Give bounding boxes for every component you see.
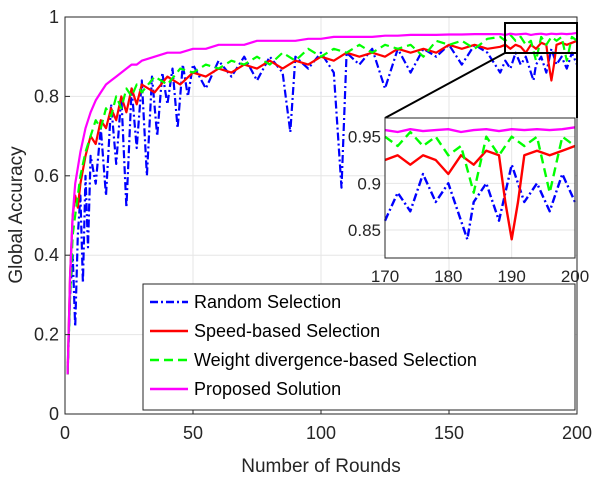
x-tick-label: 0 — [60, 423, 70, 443]
x-axis-label: Number of Rounds — [241, 456, 400, 477]
x-tick-label: 150 — [434, 423, 464, 443]
inset-y-tick-label: 0.95 — [348, 128, 381, 147]
legend-label: Random Selection — [194, 292, 341, 312]
legend-label: Speed-based Selection — [194, 321, 380, 341]
series-line — [66, 31, 578, 375]
inset-frame — [384, 117, 576, 259]
y-tick-label: 0.6 — [34, 166, 59, 186]
main-axis-ticks: 0 50 100 150 200 0 0.2 0.4 0.6 0.8 1 — [34, 7, 592, 443]
inset-axis-ticks: 170 180 190 200 0.85 0.9 0.95 — [348, 128, 589, 286]
series-line — [66, 33, 578, 375]
inset-x-tick-label: 170 — [371, 267, 399, 286]
inset-series-lines — [383, 126, 577, 241]
zoom-connector-left — [384, 52, 506, 119]
inset-x-tick-label: 200 — [561, 267, 589, 286]
x-tick-label: 200 — [562, 423, 592, 443]
y-axis-label: Global Accuracy — [6, 146, 27, 284]
inset-series-line — [384, 130, 576, 194]
legend: Random Selection Speed-based Selection Wei… — [142, 283, 576, 411]
inset-y-tick-label: 0.9 — [357, 174, 381, 193]
legend-box — [142, 283, 576, 411]
y-tick-label: 0.8 — [34, 86, 59, 106]
inset-y-tick-label: 0.85 — [348, 221, 381, 240]
legend-label: Proposed Solution — [194, 379, 341, 399]
x-tick-label: 50 — [183, 423, 203, 443]
y-tick-label: 1 — [49, 7, 59, 27]
inset-background — [385, 118, 575, 258]
main-series-lines — [66, 31, 579, 375]
inset-series-line — [383, 163, 577, 241]
y-tick-label: 0 — [49, 404, 59, 424]
inset-series-line — [384, 144, 576, 241]
y-tick-label: 0.2 — [34, 325, 59, 345]
zoom-region-box — [504, 22, 578, 54]
legend-label: Weight divergence-based Selection — [194, 350, 477, 370]
inset-series-line — [384, 126, 576, 134]
inset-x-tick-label: 190 — [497, 267, 525, 286]
legend-items: Random Selection Speed-based Selection Wei… — [150, 292, 477, 399]
x-tick-label: 100 — [306, 423, 336, 443]
y-tick-label: 0.4 — [34, 245, 59, 265]
inset-x-tick-label: 180 — [434, 267, 462, 286]
